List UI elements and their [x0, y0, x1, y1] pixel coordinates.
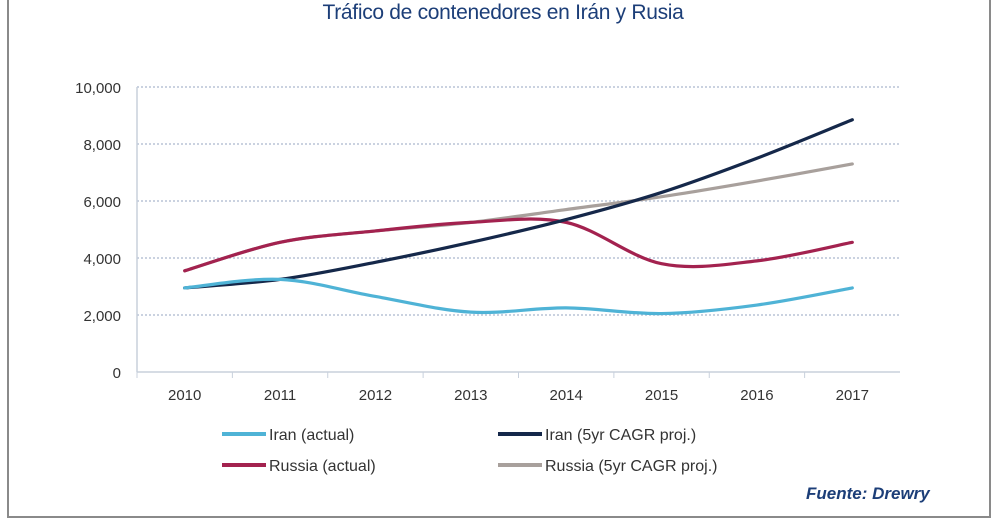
- x-tick-label: 2012: [359, 387, 392, 404]
- x-tick-label: 2017: [836, 387, 869, 404]
- x-tick-label: 2016: [740, 387, 773, 404]
- legend-label: Russia (actual): [269, 458, 376, 475]
- y-tick-label: 8,000: [83, 137, 121, 154]
- x-tick-label: 2014: [550, 387, 583, 404]
- line-chart: 0 2,000 4,000 6,000 8,000 10,000 2010 2011 2012 2…: [75, 80, 900, 475]
- y-tick-label: 4,000: [83, 251, 121, 268]
- legend-label: Iran (5yr CAGR proj.): [545, 427, 696, 444]
- y-tick-label: 0: [113, 365, 121, 382]
- source-note: Fuente: Drewry: [806, 484, 930, 503]
- x-tick-label: 2015: [645, 387, 678, 404]
- legend-label: Iran (actual): [269, 427, 354, 444]
- x-tick-label: 2010: [168, 387, 201, 404]
- series-line-iran-actual: [183, 277, 854, 316]
- y-tick-label: 10,000: [75, 80, 121, 97]
- y-tick-label: 2,000: [83, 308, 121, 325]
- legend-label: Russia (5yr CAGR proj.): [545, 458, 717, 475]
- y-tick-label: 6,000: [83, 194, 121, 211]
- series-line-russia-actual: [183, 217, 854, 273]
- series-line-russia-5yr-cagr-proj: [183, 162, 854, 273]
- x-tick-label: 2013: [454, 387, 487, 404]
- series-line-iran-5yr-cagr-proj: [183, 118, 854, 290]
- chart-title: Tráfico de contenedores en Irán y Rusia: [322, 1, 684, 24]
- x-tick-label: 2011: [264, 387, 296, 404]
